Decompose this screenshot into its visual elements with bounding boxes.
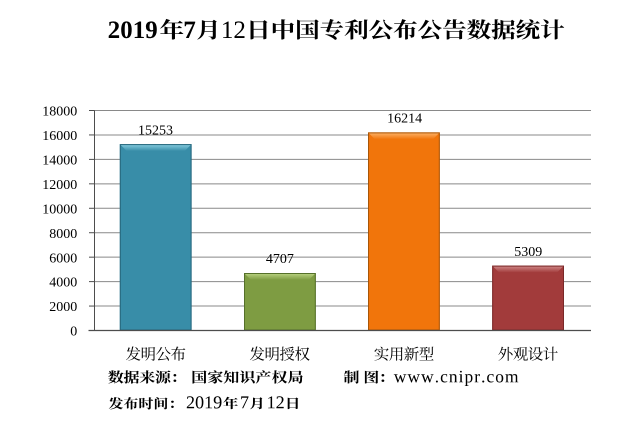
svg-text:0: 0 [70,325,77,340]
svg-text:14000: 14000 [42,153,77,168]
svg-text:4707: 4707 [266,252,294,267]
svg-text:2000: 2000 [49,300,77,315]
svg-text:15253: 15253 [138,124,173,139]
svg-text:12000: 12000 [42,178,77,193]
svg-text:10000: 10000 [42,202,77,217]
svg-text:8000: 8000 [49,227,77,242]
svg-text:5309: 5309 [514,245,542,260]
svg-text:18000: 18000 [42,105,77,120]
svg-text:6000: 6000 [49,251,77,266]
svg-text:4000: 4000 [49,276,77,291]
svg-text:16214: 16214 [387,111,422,126]
svg-text:16000: 16000 [42,129,77,144]
